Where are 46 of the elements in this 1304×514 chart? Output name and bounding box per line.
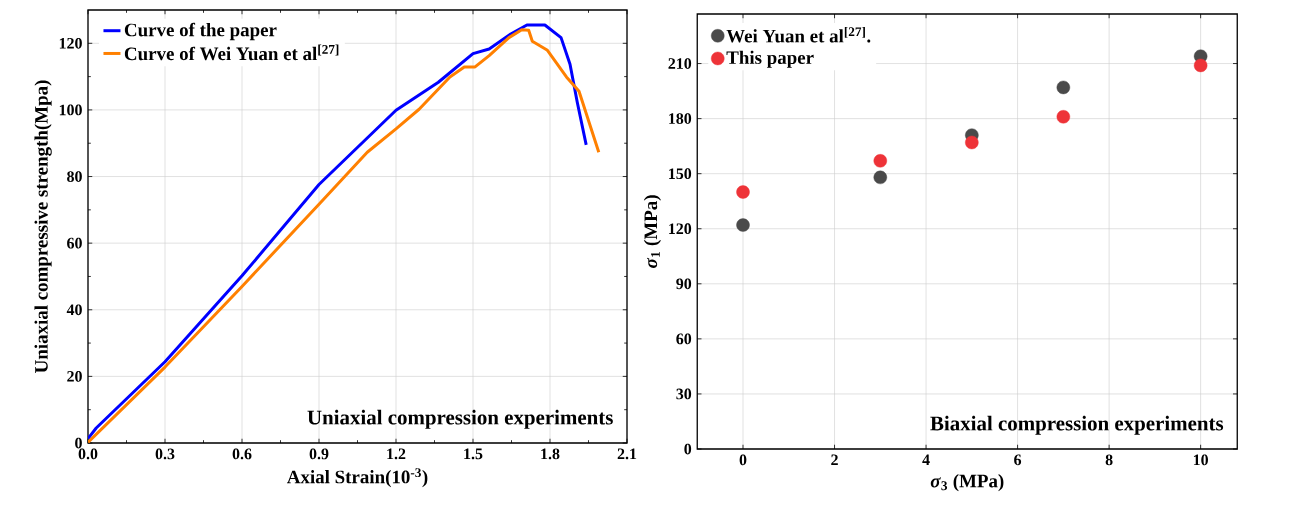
x-tick-label: 0.6 [232,448,252,460]
x-tick-label: 0.3 [155,448,175,460]
point [1056,80,1071,95]
point [965,135,979,150]
x-tick-label: 0.9 [309,448,329,460]
point [1193,58,1208,73]
y-tick-label: 100 [59,104,82,116]
point [736,218,750,232]
point [1056,110,1071,124]
y-tick-label: 90 [676,278,692,290]
point [873,154,887,168]
x-axis-title: Axial Strain(10$^{-3}$) [286,468,428,488]
y-tick-label: 180 [669,113,692,124]
x-tick-label: 1.8 [541,448,560,460]
y-tick-label: 120 [59,37,82,49]
annotation: Uniaxial compression experiments [307,409,613,429]
x-tick-label: 6 [1014,454,1022,466]
x-axis-title: σ$_{3}$ (MPa) [930,474,1004,492]
y-axis-title: Uniaxial compressive strength(Mpa) [34,80,52,373]
x-tick-label: 10 [1193,454,1208,466]
y-tick-label: 0 [75,437,82,449]
legend-label: Curve of the paper [124,22,277,41]
y-tick-label: 120 [669,223,692,235]
y-tick-label: 60 [676,333,692,345]
y-tick-label: 80 [67,171,82,182]
x-tick-label: 2 [831,454,838,466]
x-tick-label: 2.1 [617,448,637,460]
y-tick-label: 40 [66,304,82,316]
y-tick-label: 60 [67,237,82,249]
y-tick-label: 30 [676,388,692,400]
x-tick-label: 0 [739,454,747,466]
annotation: Biaxial compression experiments [930,415,1224,435]
y-tick-label: 210 [668,58,692,69]
y-tick-label: 20 [67,371,82,382]
y-tick-label: 150 [669,168,692,180]
x-tick-label: 1.2 [387,448,406,460]
point [736,185,750,199]
x-tick-label: 4 [922,454,930,465]
legend-label: Curve of Wei Yuan et al$^{[27]}$ [124,44,339,61]
point [873,170,887,185]
legend-label: This paper [726,50,814,68]
y-axis-title: σ$_{1}$ (MPa) [643,195,661,268]
x-tick-label: 1.5 [464,448,483,460]
x-tick-label: 0.0 [78,448,98,460]
x-tick-label: 8 [1105,454,1113,466]
legend-label: Wei Yuan et al$^{[27]}$. [726,26,871,43]
